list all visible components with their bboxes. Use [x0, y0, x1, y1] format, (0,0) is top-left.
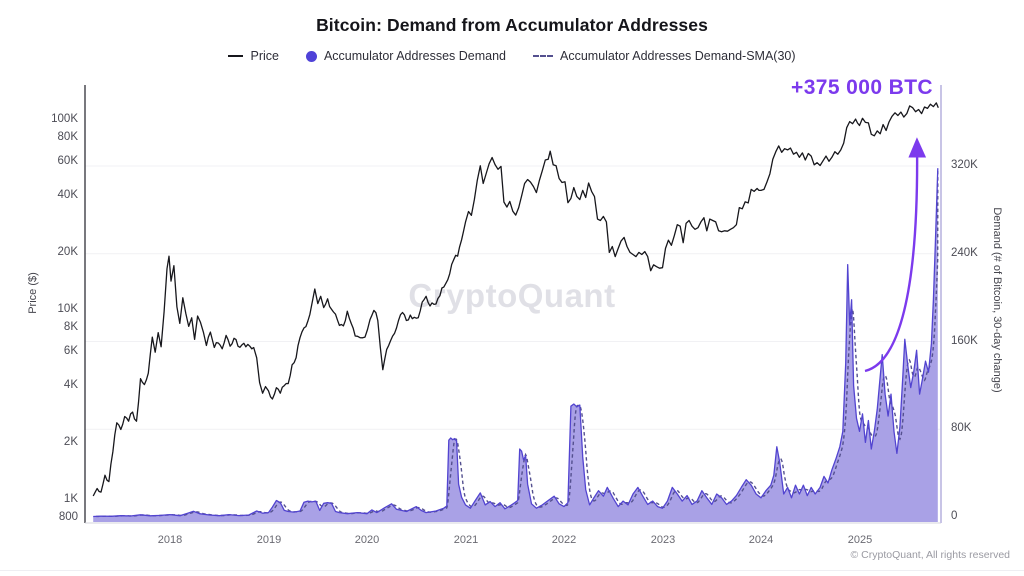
legend-label-demand: Accumulator Addresses Demand: [323, 49, 506, 63]
sma-dashed-swatch-icon: [533, 55, 553, 57]
price-line-swatch-icon: [228, 55, 244, 57]
btc-annotation: +375 000 BTC: [791, 76, 933, 99]
demand-dot-swatch-icon: [305, 50, 317, 62]
bottom-divider: [0, 570, 1024, 571]
chart-legend: Price Accumulator Addresses Demand Accum…: [0, 49, 1024, 63]
legend-item-price: Price: [228, 49, 279, 63]
price-line: [92, 102, 939, 497]
demand-area: [93, 168, 938, 522]
growth-arrow-icon: [864, 137, 927, 373]
left-axis-title: Price ($): [27, 272, 39, 314]
demand-sma-line: [96, 168, 939, 518]
legend-item-demand: Accumulator Addresses Demand: [305, 49, 506, 63]
watermark: CryptoQuant: [408, 277, 616, 314]
demand-line: [93, 168, 939, 518]
right-axis-title: Demand (# of Bitcoin, 30-day change): [991, 207, 1003, 393]
legend-label-sma: Accumulator Addresses Demand-SMA(30): [560, 49, 796, 63]
copyright-footer: © CryptoQuant, All rights reserved: [850, 549, 1010, 561]
legend-label-price: Price: [250, 49, 279, 63]
legend-item-sma: Accumulator Addresses Demand-SMA(30): [533, 49, 796, 63]
chart-title: Bitcoin: Demand from Accumulator Address…: [316, 15, 708, 35]
